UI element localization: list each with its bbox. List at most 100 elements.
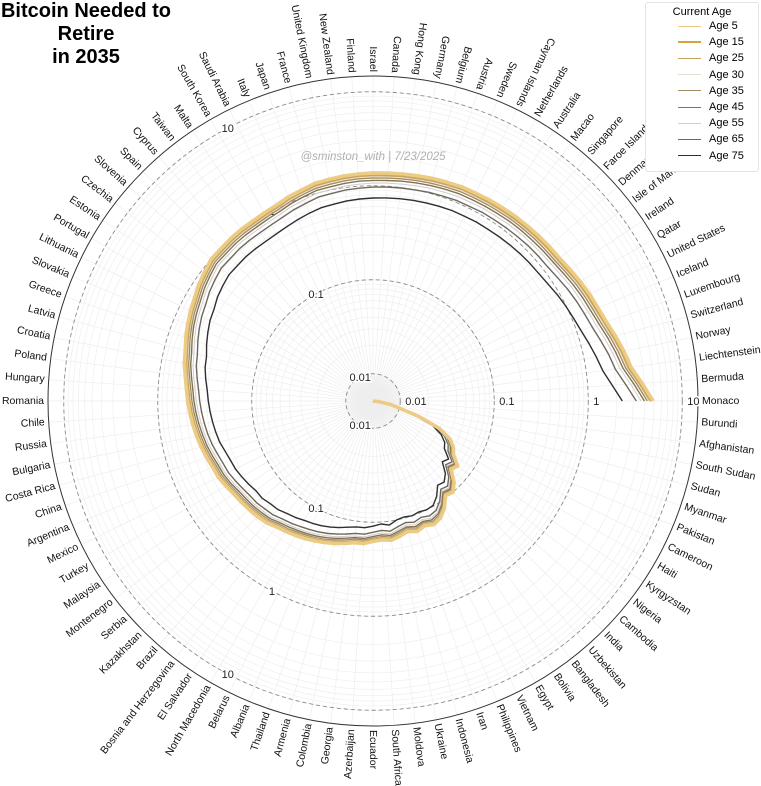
category-label: Haiti	[655, 560, 679, 581]
grid-spoke	[372, 130, 554, 402]
category-label: Pakistan	[675, 521, 717, 548]
grid-spoke	[372, 400, 618, 616]
category-label: Belgium	[453, 45, 474, 85]
watermark: @sminston_with | 7/23/2025	[300, 151, 446, 163]
legend-swatch	[678, 74, 701, 76]
grid-spoke	[192, 130, 374, 402]
category-label: Finland	[343, 38, 357, 73]
category-label: Bermuda	[701, 370, 744, 385]
grid-spoke	[268, 400, 374, 709]
category-label: Ireland	[643, 195, 676, 223]
outer-axis-circle	[47, 75, 699, 727]
grid-spoke	[50, 400, 374, 444]
grid-spoke	[372, 276, 674, 402]
category-label: Macao	[568, 111, 597, 143]
category-label: Armenia	[272, 717, 294, 758]
grid-spoke	[372, 400, 698, 423]
legend-title: Current Age	[672, 6, 732, 18]
category-label: Mexico	[45, 541, 80, 567]
radial-tick-label: 0.1	[308, 289, 323, 301]
grid-spoke	[372, 400, 588, 646]
category-label: Albania	[228, 702, 253, 739]
legend-label: Age 35	[709, 84, 744, 97]
grid-spoke	[372, 256, 665, 402]
category-label: Hungary	[5, 371, 46, 386]
legend-item: Age 75	[646, 148, 758, 164]
category-label: Norway	[694, 324, 732, 343]
grid-spoke	[72, 276, 374, 402]
grid-spoke	[372, 337, 692, 402]
grid-spoke	[248, 400, 374, 702]
category-label: Belarus	[206, 693, 233, 730]
legend-items: Age 5 Age 15 Age 25 Age 30 Age 35 Age 45 Age 5…	[646, 18, 758, 164]
grid-spoke	[372, 78, 416, 402]
category-label: Serbia	[99, 613, 130, 642]
grid-spoke	[65, 400, 374, 506]
radial-tick-label: 10	[687, 396, 699, 408]
category-label: Qatar	[655, 218, 684, 242]
grid-spoke	[228, 109, 374, 402]
category-label: Malta	[171, 103, 195, 131]
series-line-age-65	[195, 186, 637, 535]
radial-tick-label: 0.01	[349, 372, 370, 384]
legend-label: Age 30	[709, 68, 744, 81]
grid-spoke	[372, 400, 518, 693]
grid-spoke	[228, 400, 374, 693]
legend-item: Age 5	[646, 18, 758, 34]
legend-item: Age 15	[646, 34, 758, 50]
grid-spoke	[372, 400, 692, 465]
grid-spoke	[372, 156, 588, 402]
grid-spoke	[372, 202, 632, 402]
radial-tick-label: 0.1	[308, 503, 323, 515]
category-label: Afghanistan	[698, 438, 755, 457]
series-line-age-75	[204, 197, 623, 529]
legend-label: Age 65	[709, 133, 744, 146]
legend-label: Age 55	[709, 117, 744, 130]
grid-spoke	[114, 202, 374, 402]
grid-spoke	[372, 400, 416, 724]
grid-spoke	[372, 400, 437, 720]
grid-spoke	[372, 76, 395, 402]
grid-spoke	[288, 86, 374, 402]
grid-spoke	[158, 156, 374, 402]
grid-spoke	[48, 379, 374, 402]
grid-spoke	[309, 82, 374, 402]
grid-spoke	[372, 400, 665, 546]
category-label: Lithuania	[37, 231, 81, 261]
grid-spoke	[372, 400, 644, 582]
category-label: Germany	[431, 35, 451, 80]
grid-spoke	[372, 296, 681, 402]
category-label: Chile	[20, 416, 45, 430]
category-label: Vietnam	[513, 693, 541, 733]
category-label: China	[33, 501, 63, 521]
legend-swatch	[678, 41, 701, 44]
grid-spoke	[372, 400, 458, 716]
legend-label: Age 45	[709, 101, 744, 114]
category-label: Georgia	[319, 726, 336, 765]
category-label: Hong Kong	[410, 22, 429, 76]
category-label: Turkey	[58, 560, 92, 587]
major-grid-circle	[63, 91, 683, 711]
grid-spoke	[372, 238, 655, 402]
grid-spoke	[372, 400, 536, 683]
grid-spoke	[372, 400, 478, 709]
legend-label: Age 15	[709, 36, 744, 49]
legend-item: Age 45	[646, 99, 758, 115]
series-line-age-35	[187, 177, 648, 541]
grid-spoke	[102, 220, 374, 402]
grid-spoke	[372, 400, 674, 526]
legend-item: Age 35	[646, 83, 758, 99]
legend-swatch	[678, 25, 701, 27]
legend-swatch	[678, 90, 701, 92]
grid-spoke	[142, 170, 374, 402]
category-label: Burundi	[701, 416, 738, 430]
category-label: New Zealand	[316, 13, 336, 76]
category-label: Switzerland	[689, 296, 745, 322]
grid-spoke	[372, 400, 604, 632]
grid-spoke	[372, 220, 644, 402]
category-label: South Africa	[389, 729, 405, 786]
legend-item: Age 55	[646, 115, 758, 131]
category-label: India	[602, 629, 627, 654]
grid-spoke	[210, 400, 374, 683]
